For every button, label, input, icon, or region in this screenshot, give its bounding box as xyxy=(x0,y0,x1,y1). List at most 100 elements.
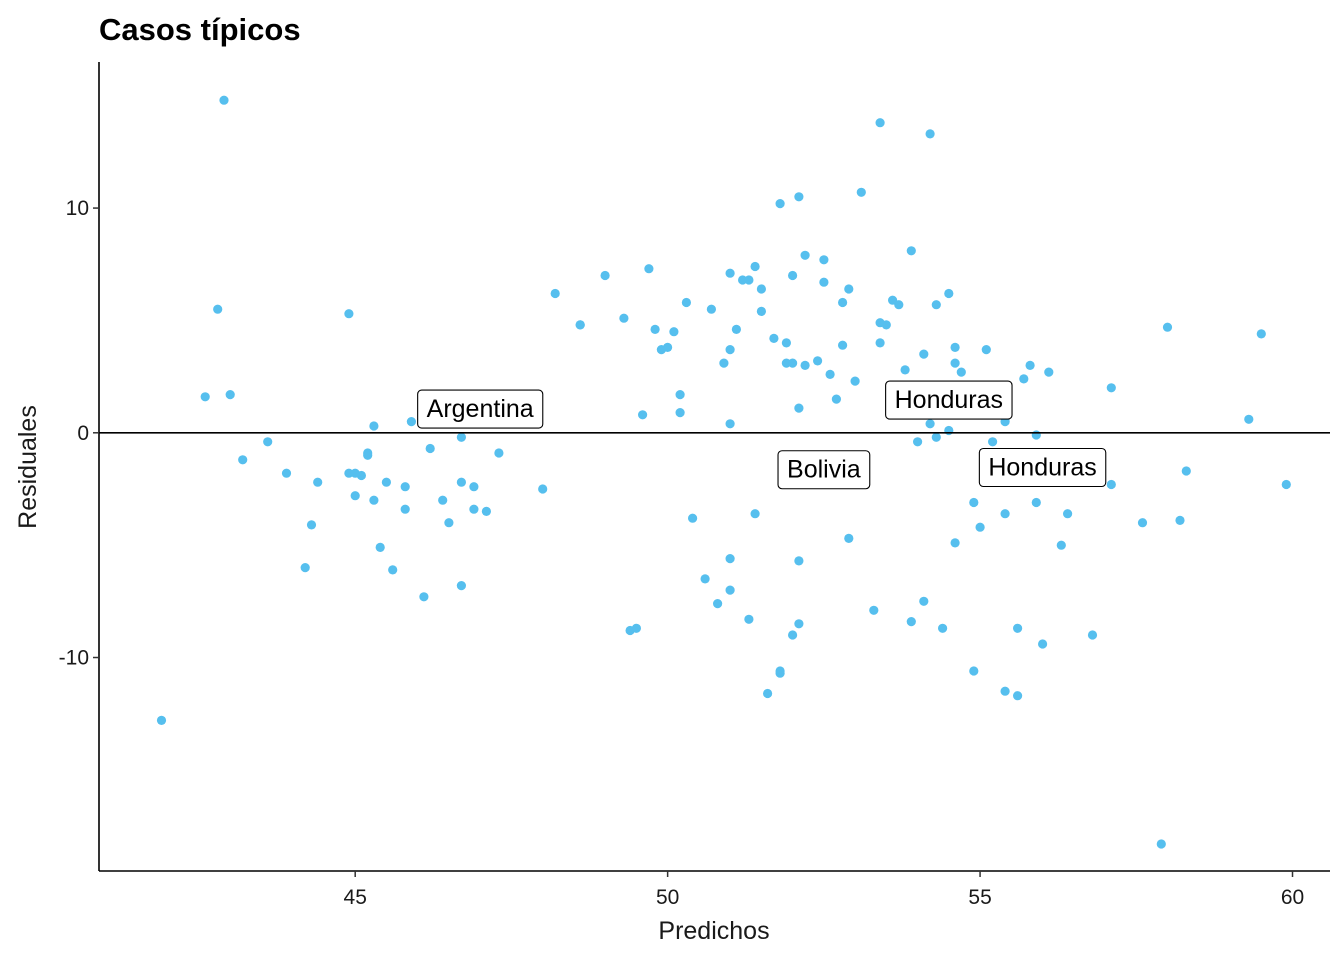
data-point xyxy=(725,345,735,355)
x-axis-label: Predichos xyxy=(658,917,769,945)
annotation-text: Bolivia xyxy=(787,456,861,484)
data-point xyxy=(794,192,804,202)
data-point xyxy=(444,518,454,528)
data-point xyxy=(681,297,692,308)
data-point xyxy=(800,250,810,260)
data-point xyxy=(1181,466,1191,476)
data-point xyxy=(794,403,804,413)
data-point xyxy=(238,455,248,465)
data-point xyxy=(931,432,941,442)
data-point xyxy=(706,304,717,314)
data-point xyxy=(944,425,954,436)
data-point xyxy=(381,477,391,487)
data-point xyxy=(844,533,854,544)
data-point xyxy=(725,585,735,595)
data-point xyxy=(1013,623,1023,633)
data-point xyxy=(838,340,848,350)
data-point xyxy=(919,596,929,606)
annotation-box xyxy=(978,447,1107,488)
data-point xyxy=(638,410,648,420)
data-point xyxy=(375,542,385,553)
data-point xyxy=(1087,630,1098,640)
data-point xyxy=(750,261,760,272)
data-point xyxy=(1137,518,1148,528)
data-point xyxy=(1106,383,1116,393)
data-point xyxy=(481,506,491,516)
data-point xyxy=(894,300,904,310)
data-point xyxy=(469,482,479,492)
data-point xyxy=(306,520,317,530)
data-point xyxy=(869,605,879,615)
x-tick-label: 55 xyxy=(968,886,991,909)
data-point xyxy=(925,129,935,139)
data-point xyxy=(856,187,866,197)
data-point xyxy=(344,309,354,319)
data-point xyxy=(969,497,979,508)
data-point xyxy=(1038,639,1048,649)
data-point xyxy=(906,617,916,627)
x-tick-label: 60 xyxy=(1281,886,1304,909)
data-point xyxy=(744,275,754,285)
data-point xyxy=(1031,430,1041,440)
data-point xyxy=(950,538,960,548)
data-point xyxy=(1175,515,1185,526)
data-point xyxy=(881,320,891,330)
data-point xyxy=(938,623,948,633)
data-point xyxy=(875,338,885,348)
data-point xyxy=(669,327,679,337)
data-point xyxy=(813,356,823,366)
annotation-box xyxy=(885,380,1013,420)
annotation-label: Bolivia xyxy=(777,450,871,490)
data-point xyxy=(925,419,935,429)
data-point xyxy=(1056,540,1066,550)
data-point xyxy=(725,268,735,278)
data-point xyxy=(700,574,710,584)
data-point xyxy=(419,592,429,602)
data-point xyxy=(950,358,960,368)
data-point xyxy=(406,417,416,427)
data-point xyxy=(1013,691,1023,701)
annotation-box xyxy=(417,389,544,429)
x-tick-label: 45 xyxy=(344,886,367,909)
data-point xyxy=(1281,479,1291,490)
data-point xyxy=(600,270,610,281)
data-point xyxy=(400,482,410,492)
data-point xyxy=(356,470,366,481)
data-point xyxy=(1244,414,1254,424)
data-point xyxy=(300,563,310,573)
data-point xyxy=(469,504,479,514)
data-point xyxy=(663,342,673,352)
data-point xyxy=(644,264,654,274)
y-tick-label: 10 xyxy=(66,197,89,220)
data-point xyxy=(213,304,223,314)
y-axis-label: Residuales xyxy=(14,405,42,529)
data-point xyxy=(200,392,210,402)
data-point xyxy=(631,623,642,633)
data-point xyxy=(281,468,292,478)
data-point xyxy=(788,270,798,281)
annotation-text: Honduras xyxy=(988,454,1096,482)
data-point xyxy=(725,419,735,429)
points-layer xyxy=(156,95,1291,849)
data-point xyxy=(944,288,954,299)
data-point xyxy=(788,358,798,368)
data-point xyxy=(344,468,354,478)
data-point xyxy=(575,320,585,330)
data-point xyxy=(425,443,435,454)
y-axis-ticks: -10 0 10 xyxy=(59,197,99,670)
data-point xyxy=(675,390,685,400)
data-point xyxy=(769,333,779,343)
data-point xyxy=(919,349,929,359)
annotation-text: Honduras xyxy=(895,386,1003,414)
data-point xyxy=(369,495,379,505)
data-point xyxy=(775,199,785,209)
data-point xyxy=(794,619,804,629)
data-point xyxy=(675,408,685,418)
data-point xyxy=(350,491,360,501)
data-point xyxy=(800,360,810,370)
data-point xyxy=(1019,374,1029,384)
data-point xyxy=(263,437,273,447)
data-point xyxy=(825,369,835,379)
data-point xyxy=(538,484,548,494)
